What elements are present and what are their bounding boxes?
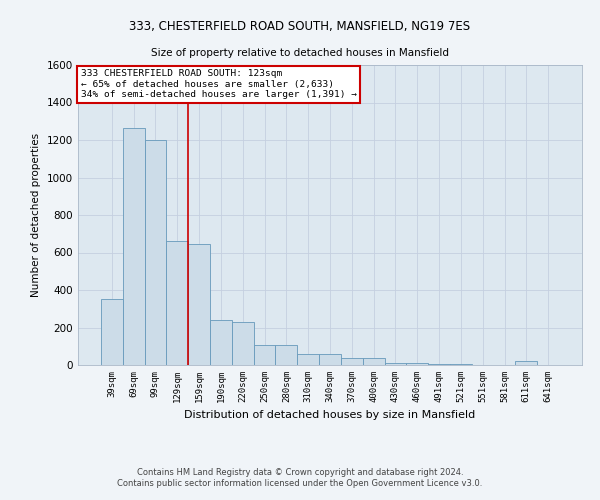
Bar <box>123 128 145 365</box>
Bar <box>145 140 166 365</box>
Bar <box>188 244 210 365</box>
Bar <box>319 354 341 365</box>
Bar <box>363 358 385 365</box>
Text: Size of property relative to detached houses in Mansfield: Size of property relative to detached ho… <box>151 48 449 58</box>
Bar <box>210 320 232 365</box>
Bar <box>275 345 297 365</box>
Text: 333, CHESTERFIELD ROAD SOUTH, MANSFIELD, NG19 7ES: 333, CHESTERFIELD ROAD SOUTH, MANSFIELD,… <box>130 20 470 33</box>
Bar <box>385 363 406 365</box>
Text: 333 CHESTERFIELD ROAD SOUTH: 123sqm
← 65% of detached houses are smaller (2,633): 333 CHESTERFIELD ROAD SOUTH: 123sqm ← 65… <box>80 70 356 100</box>
Bar <box>254 345 275 365</box>
Y-axis label: Number of detached properties: Number of detached properties <box>31 133 41 297</box>
X-axis label: Distribution of detached houses by size in Mansfield: Distribution of detached houses by size … <box>184 410 476 420</box>
Bar <box>515 361 537 365</box>
Bar <box>297 354 319 365</box>
Bar <box>101 300 123 365</box>
Bar <box>450 364 472 365</box>
Text: Contains HM Land Registry data © Crown copyright and database right 2024.
Contai: Contains HM Land Registry data © Crown c… <box>118 468 482 487</box>
Bar <box>428 364 450 365</box>
Bar <box>166 242 188 365</box>
Bar <box>341 358 363 365</box>
Bar <box>232 322 254 365</box>
Bar <box>406 363 428 365</box>
